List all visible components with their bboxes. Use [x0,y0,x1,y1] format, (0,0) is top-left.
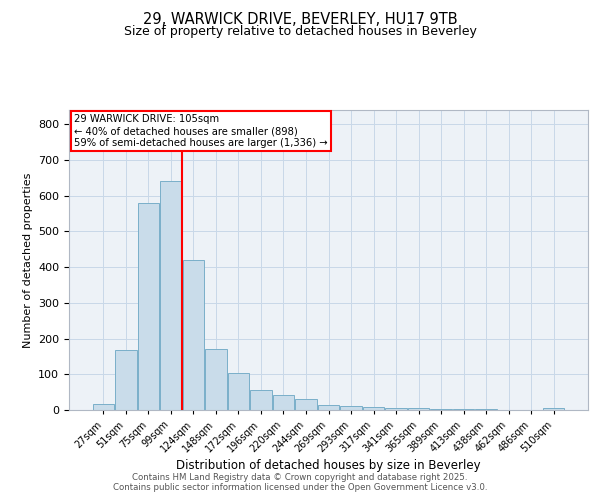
Bar [92,404,114,410]
Bar [137,203,159,410]
Bar [385,408,407,410]
Y-axis label: Number of detached properties: Number of detached properties [23,172,32,348]
Text: 29, WARWICK DRIVE, BEVERLEY, HU17 9TB: 29, WARWICK DRIVE, BEVERLEY, HU17 9TB [143,12,457,28]
Bar [408,408,429,410]
Bar [543,408,565,410]
Bar [228,372,249,410]
Bar [205,350,227,410]
Text: Contains HM Land Registry data © Crown copyright and database right 2025.
Contai: Contains HM Land Registry data © Crown c… [113,473,487,492]
Bar [160,182,182,410]
Bar [430,409,452,410]
Bar [318,405,339,410]
Bar [340,406,362,410]
Bar [273,395,294,410]
X-axis label: Distribution of detached houses by size in Beverley: Distribution of detached houses by size … [176,460,481,472]
Bar [295,398,317,410]
Bar [363,407,384,410]
Bar [250,390,272,410]
Bar [115,350,137,410]
Text: Size of property relative to detached houses in Beverley: Size of property relative to detached ho… [124,25,476,38]
Bar [182,260,204,410]
Text: 29 WARWICK DRIVE: 105sqm
← 40% of detached houses are smaller (898)
59% of semi-: 29 WARWICK DRIVE: 105sqm ← 40% of detach… [74,114,328,148]
